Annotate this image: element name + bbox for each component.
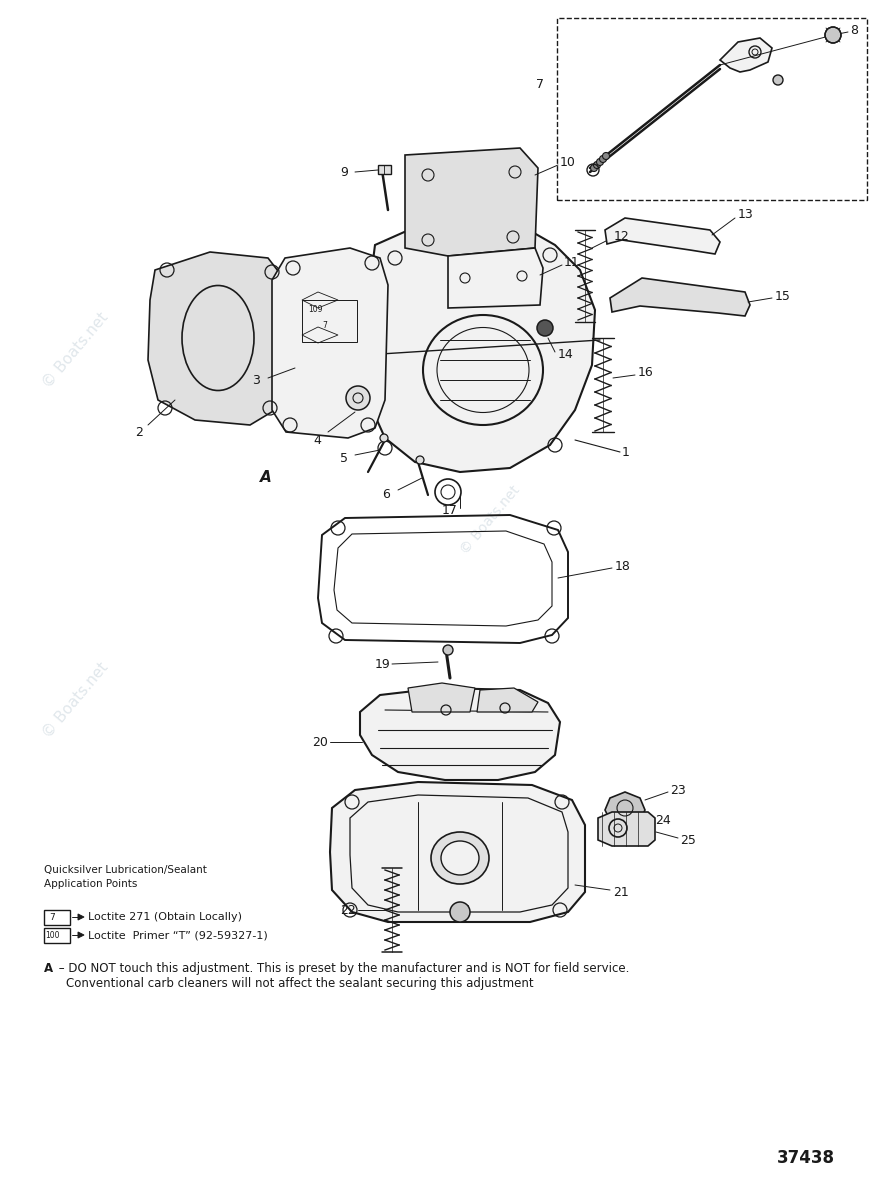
Text: 15: 15 [775, 289, 791, 303]
Text: © Boats.net: © Boats.net [39, 659, 110, 740]
Polygon shape [360, 688, 560, 780]
Text: 10: 10 [560, 155, 575, 169]
Polygon shape [365, 220, 595, 472]
Polygon shape [272, 248, 388, 438]
Polygon shape [78, 932, 84, 938]
Polygon shape [605, 218, 720, 254]
Text: 100: 100 [45, 930, 59, 940]
Circle shape [416, 456, 424, 464]
Text: © Boats.net: © Boats.net [457, 724, 522, 797]
Text: © Boats.net: © Boats.net [457, 183, 522, 257]
Text: Conventional carb cleaners will not affect the sealant securing this adjustment: Conventional carb cleaners will not affe… [66, 977, 534, 990]
Circle shape [603, 153, 609, 159]
Ellipse shape [431, 832, 489, 884]
Circle shape [591, 165, 598, 171]
Text: A: A [44, 962, 53, 975]
Text: 109: 109 [308, 305, 323, 315]
Text: 6: 6 [382, 488, 390, 501]
Text: 12: 12 [614, 230, 629, 243]
Text: 2: 2 [135, 426, 143, 439]
Polygon shape [610, 277, 750, 316]
Circle shape [597, 159, 604, 165]
Text: 23: 23 [670, 783, 686, 797]
Polygon shape [148, 252, 285, 425]
Text: A: A [260, 470, 271, 486]
Polygon shape [330, 782, 585, 922]
Bar [302, 300, 357, 342]
Circle shape [593, 161, 600, 169]
Text: 17: 17 [442, 504, 458, 517]
Text: 9: 9 [340, 165, 348, 178]
Circle shape [825, 28, 841, 43]
Text: 18: 18 [615, 560, 631, 573]
Text: 1: 1 [622, 445, 630, 458]
Polygon shape [477, 688, 538, 712]
Polygon shape [78, 914, 84, 920]
Text: 24: 24 [655, 813, 671, 826]
Text: 7: 7 [50, 913, 55, 921]
Polygon shape [720, 38, 772, 72]
Text: 7: 7 [536, 79, 544, 92]
Polygon shape [448, 248, 543, 309]
Circle shape [380, 434, 388, 443]
Circle shape [346, 386, 370, 410]
Circle shape [443, 645, 453, 655]
Text: 21: 21 [613, 885, 629, 898]
Bar [44, 910, 70, 925]
Circle shape [450, 902, 470, 922]
Text: 13: 13 [738, 208, 754, 221]
Text: 22: 22 [340, 903, 355, 916]
Text: 16: 16 [638, 366, 654, 379]
Text: Application Points: Application Points [44, 879, 137, 889]
Polygon shape [605, 792, 645, 824]
Text: 20: 20 [312, 736, 328, 749]
Text: – DO NOT touch this adjustment. This is preset by the manufacturer and is NOT fo: – DO NOT touch this adjustment. This is … [55, 962, 629, 975]
Text: © Boats.net: © Boats.net [457, 483, 522, 557]
Text: Loctite  Primer “T” (92-59327-1): Loctite Primer “T” (92-59327-1) [88, 930, 268, 940]
Text: 4: 4 [313, 433, 321, 446]
Bar [44, 928, 70, 942]
Text: 5: 5 [340, 452, 348, 464]
Circle shape [773, 75, 783, 85]
Polygon shape [598, 812, 655, 846]
Text: © Boats.net: © Boats.net [39, 310, 110, 391]
Text: 14: 14 [558, 348, 574, 361]
Text: 37438: 37438 [777, 1149, 835, 1167]
Text: 19: 19 [375, 658, 391, 671]
Text: 3: 3 [252, 373, 260, 386]
Bar [557, 18, 867, 200]
Circle shape [537, 321, 553, 336]
Circle shape [599, 155, 606, 163]
Polygon shape [405, 148, 538, 256]
Text: 11: 11 [564, 256, 580, 268]
Text: Quicksilver Lubrication/Sealant: Quicksilver Lubrication/Sealant [44, 865, 207, 875]
Ellipse shape [441, 841, 479, 875]
Text: Loctite 271 (Obtain Locally): Loctite 271 (Obtain Locally) [88, 913, 242, 922]
Polygon shape [408, 683, 475, 712]
Text: 7: 7 [322, 321, 327, 330]
Text: 8: 8 [850, 24, 858, 37]
Text: 25: 25 [680, 834, 696, 847]
Bar [378, 165, 391, 173]
